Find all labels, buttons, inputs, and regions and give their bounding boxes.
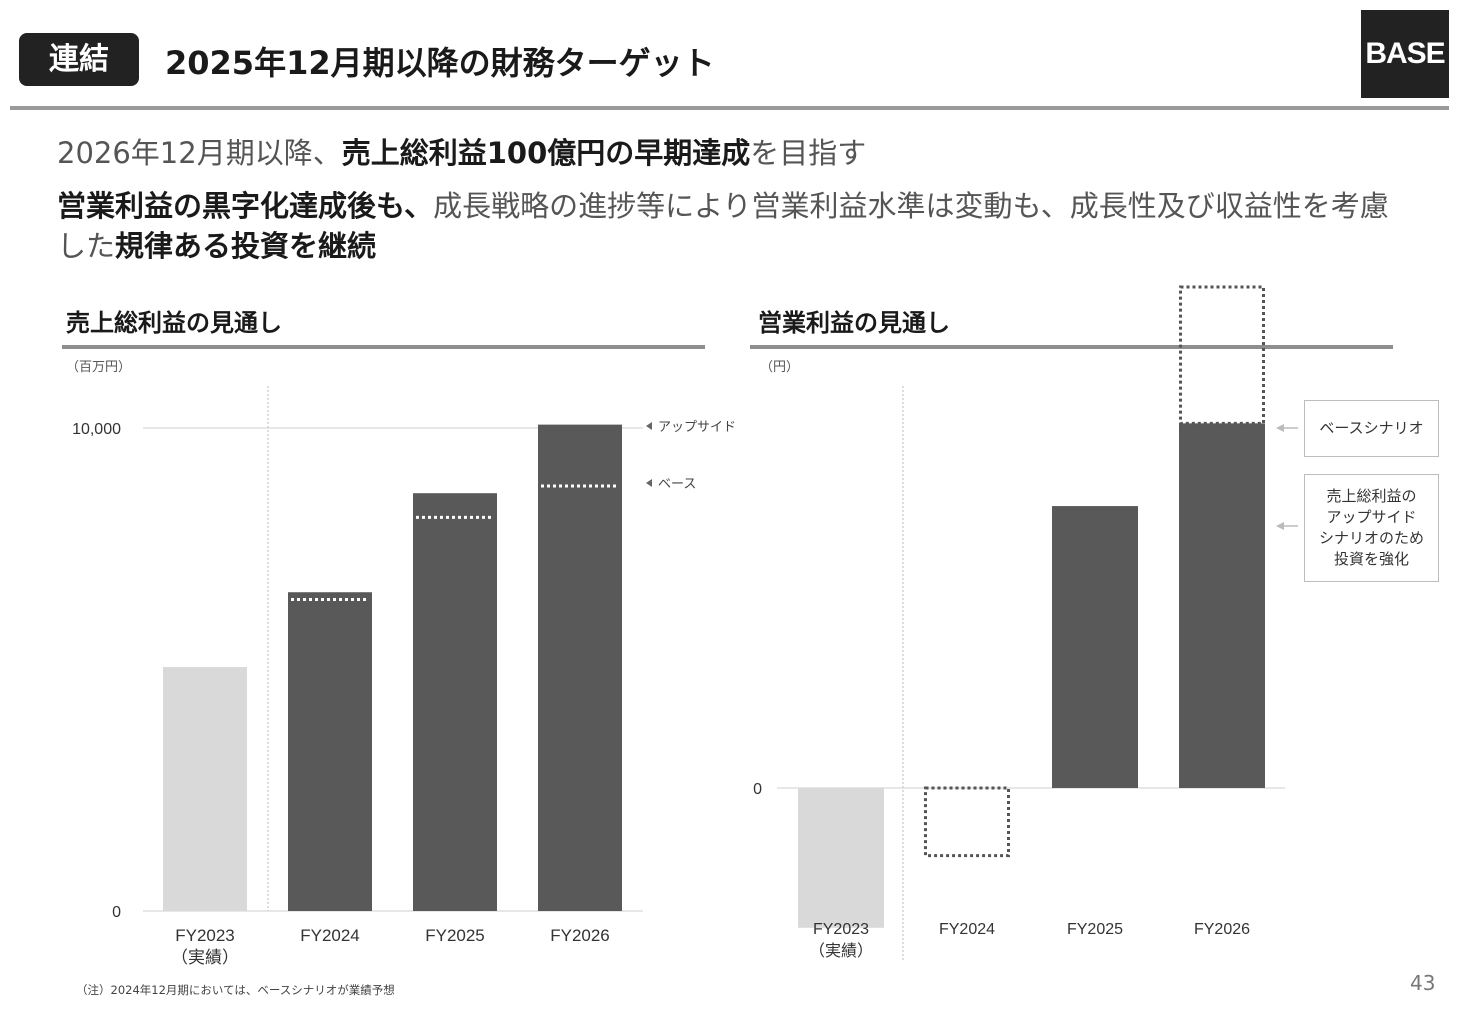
- base-logo: BASE: [1361, 10, 1449, 98]
- page-number: 43: [1410, 971, 1436, 995]
- left-ytick-label: 10,000: [72, 421, 121, 438]
- base-arrow-icon: [646, 479, 652, 487]
- right-unit: （円）: [760, 360, 800, 375]
- left-x-label: FY2026: [550, 926, 610, 945]
- lead-line-2: 営業利益の黒字化達成後も、成長戦略の進捗等により営業利益水準は変動も、成長性及び…: [57, 186, 1417, 266]
- left-unit: （百万円）: [66, 360, 132, 375]
- gross-profit-bar: [163, 667, 247, 911]
- gross-profit-bar: [538, 424, 622, 911]
- lead-2b: 成長戦略の進捗等により営業利益水準は変動も、成長性及び収益性を考慮した: [57, 189, 1389, 263]
- lead-2c: 規律ある投資を継続: [115, 229, 377, 263]
- page-title: 2025年12月期以降の財務ターゲット: [165, 44, 715, 82]
- left-x-sublabel: （実績）: [171, 948, 239, 967]
- base-scenario-dotted-box: [1179, 285, 1265, 425]
- lead-2a: 営業利益の黒字化達成後も、: [57, 189, 434, 223]
- upside-label: アップサイド: [658, 419, 736, 434]
- right-section-line: [750, 345, 1393, 349]
- left-x-label: FY2025: [425, 926, 485, 945]
- footnote: （注）2024年12月期においては、ベースシナリオが業績予想: [76, 983, 395, 997]
- upside-arrow-icon: [646, 422, 652, 430]
- base-scenario-callout: ベースシナリオ: [1304, 400, 1439, 457]
- lead-1b: 売上総利益100億円の早期達成: [341, 136, 751, 170]
- operating-income-bar: [1179, 423, 1265, 788]
- right-x-label: FY2023: [813, 921, 869, 938]
- right-ytick-label: 0: [753, 781, 762, 798]
- operating-income-bar: [1052, 506, 1138, 788]
- right-x-label: FY2024: [939, 921, 995, 938]
- base-label: ベース: [658, 476, 696, 491]
- upside-invest-callout: 売上総利益の アップサイド シナリオのため 投資を強化: [1304, 474, 1439, 582]
- right-x-sublabel: （実績）: [809, 942, 873, 960]
- right-x-label: FY2025: [1067, 921, 1123, 938]
- right-x-label: FY2026: [1194, 921, 1250, 938]
- gross-profit-bar: [413, 493, 497, 911]
- left-section-title: 売上総利益の見通し: [66, 309, 282, 337]
- header-divider: [10, 106, 1449, 110]
- upside-callout-arrow-icon: [1276, 522, 1284, 530]
- lead-1c: を目指す: [750, 136, 867, 170]
- left-x-label: FY2024: [300, 926, 360, 945]
- left-x-label: FY2023: [175, 926, 235, 945]
- left-section-line: [62, 345, 705, 349]
- base-scenario-dotted-box: [924, 786, 1010, 858]
- base-callout-arrow-icon: [1276, 424, 1284, 432]
- right-section-title: 営業利益の見通し: [758, 309, 950, 337]
- lead-1a: 2026年12月期以降、: [57, 136, 342, 170]
- operating-income-bar: [798, 788, 884, 928]
- consolidated-tag: 連結: [19, 33, 139, 86]
- gross-profit-bar: [288, 592, 372, 911]
- lead-line-1: 2026年12月期以降、売上総利益100億円の早期達成を目指す: [57, 132, 866, 174]
- left-ytick-label: 0: [112, 904, 121, 921]
